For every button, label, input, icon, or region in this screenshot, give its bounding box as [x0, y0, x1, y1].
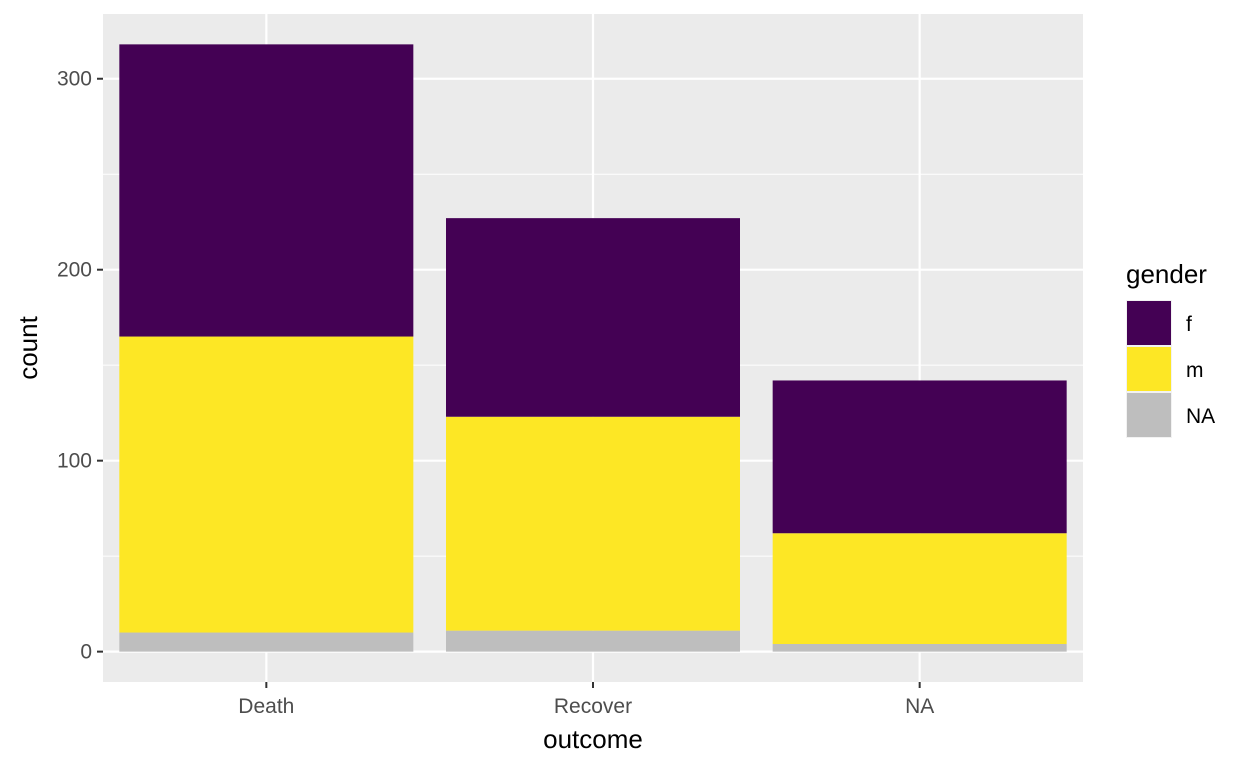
y-tick-label: 200: [57, 259, 92, 282]
legend-key-f: [1127, 301, 1171, 345]
y-tick-label: 0: [80, 641, 92, 664]
y-tick-label: 100: [57, 450, 92, 473]
y-axis-title: count: [13, 315, 43, 379]
legend-title: gender: [1126, 259, 1207, 289]
bar-na-na: [772, 643, 1067, 652]
x-tick-label: Recover: [554, 695, 632, 718]
x-tick-label: Death: [238, 695, 294, 718]
x-axis: Death Recover NA: [238, 682, 934, 718]
legend-label: f: [1186, 313, 1192, 336]
y-tick-label: 300: [57, 68, 92, 91]
x-axis-title: outcome: [543, 724, 643, 754]
bar-recover-f: [446, 218, 740, 417]
legend-key-m: [1127, 347, 1171, 391]
bar-recover-na: [446, 630, 740, 652]
legend-label: NA: [1186, 405, 1215, 428]
y-axis: 0 100 200 300: [57, 68, 103, 664]
bar-death-na: [119, 632, 414, 652]
bar-death-m: [119, 336, 414, 633]
bar-na-m: [772, 533, 1067, 644]
legend-key-na: [1127, 393, 1171, 437]
bar-death-f: [119, 44, 414, 337]
legend-label: m: [1186, 359, 1204, 382]
x-tick-label: NA: [905, 695, 934, 718]
legend: gender fm NA: [1126, 259, 1215, 438]
bar-recover-m: [446, 416, 740, 631]
bars: [119, 44, 1067, 652]
bar-na-f: [772, 380, 1067, 534]
